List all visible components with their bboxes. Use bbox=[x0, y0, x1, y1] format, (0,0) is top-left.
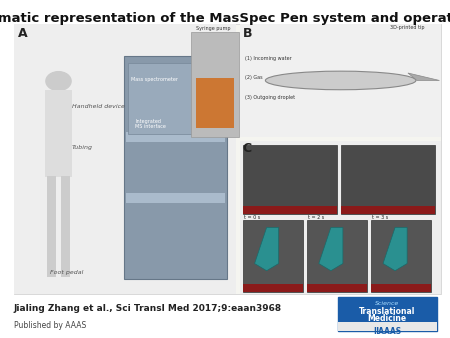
FancyBboxPatch shape bbox=[243, 220, 303, 292]
Text: Science: Science bbox=[375, 301, 399, 306]
Polygon shape bbox=[255, 227, 279, 271]
Text: ⅡAAAS: ⅡAAAS bbox=[373, 327, 401, 336]
FancyBboxPatch shape bbox=[338, 322, 436, 331]
FancyBboxPatch shape bbox=[341, 206, 435, 214]
Text: Tubing: Tubing bbox=[72, 145, 93, 150]
FancyBboxPatch shape bbox=[307, 220, 367, 292]
FancyBboxPatch shape bbox=[243, 206, 337, 214]
FancyBboxPatch shape bbox=[124, 56, 227, 279]
Text: B: B bbox=[243, 27, 252, 40]
FancyBboxPatch shape bbox=[191, 32, 238, 137]
FancyBboxPatch shape bbox=[196, 78, 234, 128]
Text: (1) Incoming water: (1) Incoming water bbox=[245, 56, 292, 61]
FancyBboxPatch shape bbox=[45, 90, 72, 177]
Text: Fig. 1. Schematic representation of the MasSpec Pen system and operational steps: Fig. 1. Schematic representation of the … bbox=[0, 12, 450, 25]
Text: Syringe pump: Syringe pump bbox=[196, 26, 230, 31]
Ellipse shape bbox=[266, 71, 416, 90]
FancyBboxPatch shape bbox=[371, 220, 431, 292]
Polygon shape bbox=[383, 227, 407, 271]
FancyBboxPatch shape bbox=[338, 297, 436, 331]
FancyBboxPatch shape bbox=[240, 24, 441, 137]
Text: Integrated
MS interface: Integrated MS interface bbox=[135, 119, 166, 129]
FancyBboxPatch shape bbox=[126, 132, 225, 142]
Text: 3D-printed tip: 3D-printed tip bbox=[390, 25, 424, 30]
Text: t = 3 s: t = 3 s bbox=[372, 215, 389, 220]
Polygon shape bbox=[319, 227, 343, 271]
FancyBboxPatch shape bbox=[243, 145, 337, 214]
Text: Mass spectrometer: Mass spectrometer bbox=[130, 77, 177, 82]
Text: t = 0 s: t = 0 s bbox=[244, 215, 260, 220]
Text: C: C bbox=[243, 142, 252, 155]
Text: (2) Gas: (2) Gas bbox=[245, 75, 262, 80]
Text: t = 2 s: t = 2 s bbox=[308, 215, 324, 220]
Text: A: A bbox=[18, 27, 27, 40]
Text: (3) Outgoing droplet: (3) Outgoing droplet bbox=[245, 95, 295, 100]
FancyBboxPatch shape bbox=[126, 193, 225, 203]
FancyBboxPatch shape bbox=[47, 176, 56, 277]
FancyBboxPatch shape bbox=[243, 284, 303, 292]
FancyBboxPatch shape bbox=[341, 145, 435, 214]
Polygon shape bbox=[408, 73, 439, 80]
FancyBboxPatch shape bbox=[307, 284, 367, 292]
Text: Medicine: Medicine bbox=[368, 314, 406, 323]
Circle shape bbox=[46, 72, 71, 91]
Text: Foot pedal: Foot pedal bbox=[50, 270, 83, 275]
FancyBboxPatch shape bbox=[14, 24, 236, 294]
FancyBboxPatch shape bbox=[371, 284, 431, 292]
FancyBboxPatch shape bbox=[240, 141, 441, 294]
FancyBboxPatch shape bbox=[14, 24, 441, 294]
Text: Handheld device: Handheld device bbox=[72, 104, 125, 109]
FancyBboxPatch shape bbox=[61, 176, 70, 277]
Text: Published by AAAS: Published by AAAS bbox=[14, 320, 86, 330]
Text: Translational: Translational bbox=[359, 307, 415, 316]
Text: Jialing Zhang et al., Sci Transl Med 2017;9:eaan3968: Jialing Zhang et al., Sci Transl Med 201… bbox=[14, 304, 282, 313]
FancyBboxPatch shape bbox=[128, 63, 223, 134]
